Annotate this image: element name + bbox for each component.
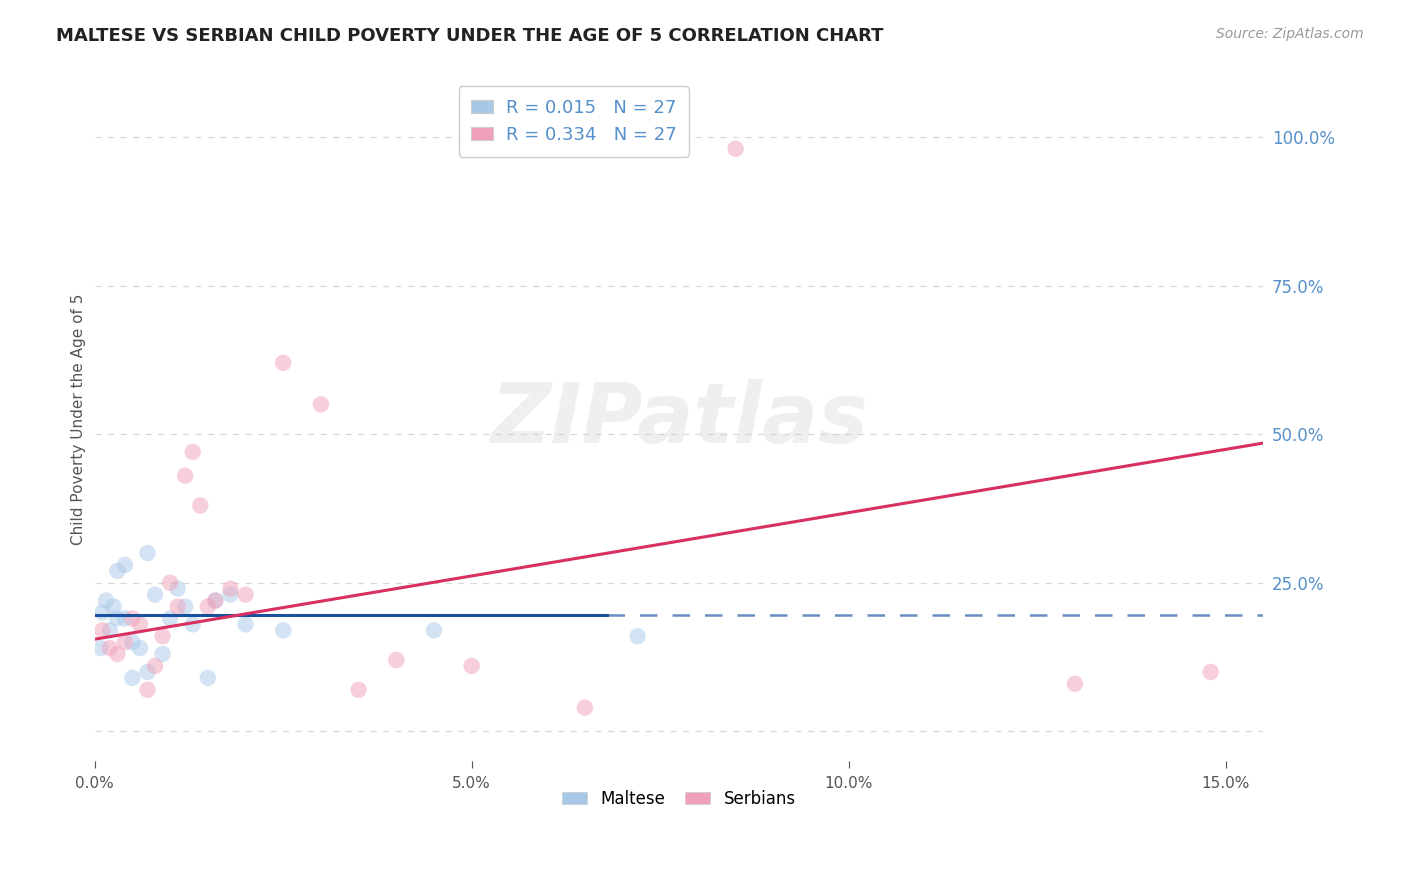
Point	[1199, 665, 1222, 679]
Point	[91, 624, 114, 638]
Point	[219, 582, 242, 596]
Point	[90, 641, 112, 656]
Point	[114, 635, 136, 649]
Point	[114, 558, 136, 572]
Point	[347, 682, 370, 697]
Point	[121, 635, 143, 649]
Point	[461, 659, 484, 673]
Point	[181, 445, 204, 459]
Point	[136, 665, 159, 679]
Point	[309, 397, 332, 411]
Point	[136, 546, 159, 560]
Point	[724, 142, 747, 156]
Point	[174, 599, 197, 614]
Point	[204, 593, 226, 607]
Point	[98, 641, 121, 656]
Point	[91, 606, 114, 620]
Point	[204, 593, 226, 607]
Point	[188, 499, 211, 513]
Text: MALTESE VS SERBIAN CHILD POVERTY UNDER THE AGE OF 5 CORRELATION CHART: MALTESE VS SERBIAN CHILD POVERTY UNDER T…	[56, 27, 884, 45]
Text: Source: ZipAtlas.com: Source: ZipAtlas.com	[1216, 27, 1364, 41]
Point	[121, 611, 143, 625]
Point	[235, 617, 257, 632]
Point	[105, 647, 128, 661]
Point	[166, 599, 188, 614]
Point	[385, 653, 408, 667]
Point	[152, 629, 174, 643]
Point	[94, 593, 117, 607]
Point	[1064, 677, 1087, 691]
Point	[129, 641, 152, 656]
Point	[98, 624, 121, 638]
Point	[235, 588, 257, 602]
Y-axis label: Child Poverty Under the Age of 5: Child Poverty Under the Age of 5	[72, 293, 86, 545]
Point	[105, 564, 128, 578]
Point	[197, 599, 219, 614]
Point	[181, 617, 204, 632]
Point	[174, 468, 197, 483]
Point	[219, 588, 242, 602]
Legend: Maltese, Serbians: Maltese, Serbians	[555, 783, 803, 814]
Point	[143, 588, 166, 602]
Point	[423, 624, 446, 638]
Point	[574, 700, 596, 714]
Point	[121, 671, 143, 685]
Point	[143, 659, 166, 673]
Point	[271, 624, 294, 638]
Point	[159, 611, 181, 625]
Point	[152, 647, 174, 661]
Point	[166, 582, 188, 596]
Point	[626, 629, 648, 643]
Point	[114, 611, 136, 625]
Point	[129, 617, 152, 632]
Point	[271, 356, 294, 370]
Point	[197, 671, 219, 685]
Point	[159, 575, 181, 590]
Point	[105, 611, 128, 625]
Point	[103, 599, 125, 614]
Point	[136, 682, 159, 697]
Text: ZIPatlas: ZIPatlas	[491, 379, 868, 459]
